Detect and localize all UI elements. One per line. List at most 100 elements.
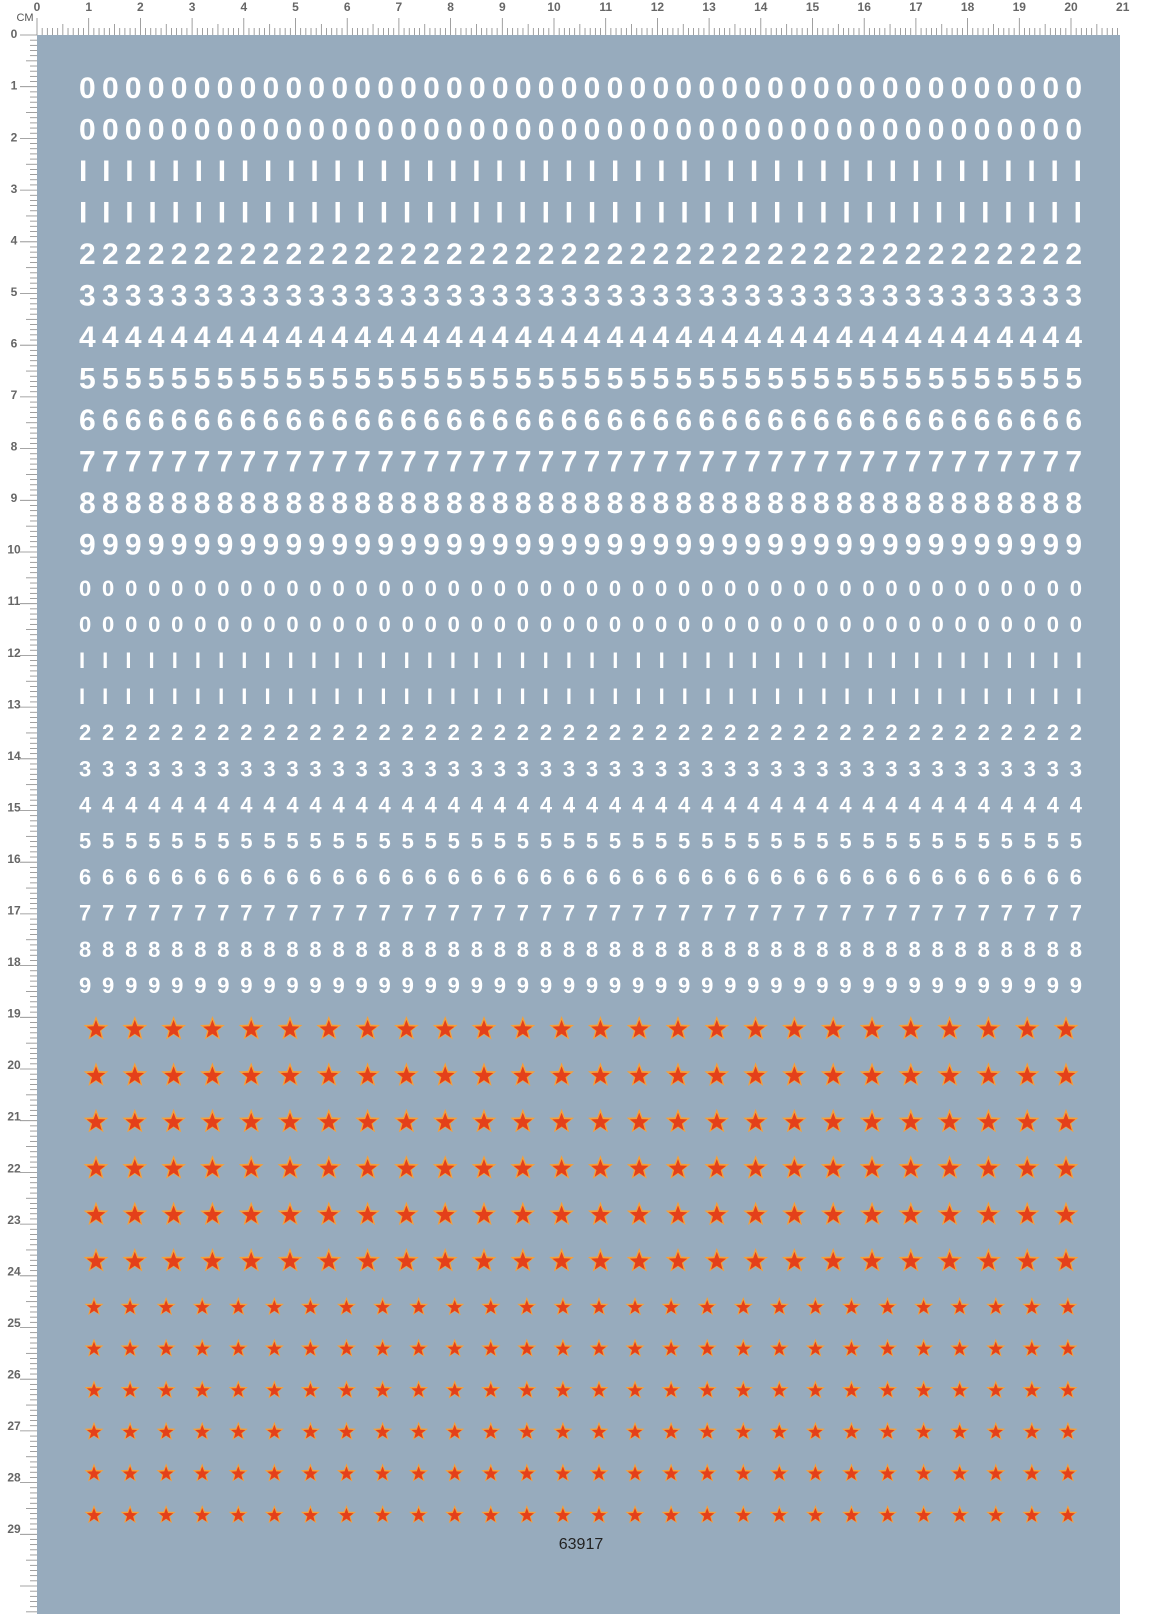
star xyxy=(435,1019,455,1038)
star xyxy=(483,1383,498,1397)
star xyxy=(772,1383,787,1397)
star xyxy=(736,1341,751,1356)
star xyxy=(267,1341,282,1356)
ruler-label: 0 xyxy=(34,0,41,14)
star xyxy=(591,1066,610,1084)
star xyxy=(629,1251,649,1270)
star xyxy=(1024,1466,1039,1480)
star xyxy=(447,1508,462,1522)
star xyxy=(1056,1066,1076,1084)
star xyxy=(979,1019,998,1038)
star xyxy=(375,1341,390,1356)
star xyxy=(823,1205,843,1224)
star xyxy=(916,1341,931,1356)
ruler-label: 6 xyxy=(344,0,351,14)
ruler-label: 1 xyxy=(11,79,18,93)
star xyxy=(823,1251,843,1270)
star xyxy=(591,1300,607,1314)
star xyxy=(411,1300,426,1314)
star xyxy=(772,1466,787,1480)
star xyxy=(700,1424,715,1439)
star xyxy=(823,1159,843,1177)
star xyxy=(668,1112,688,1131)
ruler-label: 19 xyxy=(1013,0,1027,14)
star xyxy=(988,1341,1003,1356)
star xyxy=(627,1466,643,1480)
star xyxy=(241,1019,261,1038)
star xyxy=(629,1112,649,1131)
star xyxy=(952,1383,967,1397)
star xyxy=(435,1159,455,1177)
star xyxy=(772,1424,787,1439)
star xyxy=(862,1112,882,1131)
star xyxy=(303,1466,318,1480)
star xyxy=(746,1159,765,1177)
star xyxy=(700,1383,715,1397)
star xyxy=(474,1112,494,1131)
star xyxy=(159,1424,174,1439)
star xyxy=(707,1159,727,1177)
ruler-label: 24 xyxy=(7,1264,21,1278)
star xyxy=(1060,1424,1075,1439)
star xyxy=(474,1159,494,1177)
star xyxy=(241,1112,261,1131)
star xyxy=(483,1466,498,1480)
star xyxy=(339,1508,354,1522)
ruler-label: 29 xyxy=(7,1522,21,1536)
star xyxy=(280,1159,300,1177)
ruler-label: 16 xyxy=(858,0,872,14)
star xyxy=(916,1300,931,1314)
star xyxy=(159,1508,174,1522)
star xyxy=(280,1205,300,1224)
star xyxy=(164,1159,183,1177)
star xyxy=(125,1019,145,1038)
star xyxy=(159,1300,174,1314)
star xyxy=(397,1066,416,1084)
star xyxy=(979,1066,998,1084)
star xyxy=(1024,1341,1039,1356)
star xyxy=(513,1205,533,1224)
ruler-label: 12 xyxy=(651,0,665,14)
star xyxy=(86,1205,106,1224)
star xyxy=(231,1466,246,1480)
star xyxy=(375,1424,390,1439)
star xyxy=(880,1341,895,1356)
sheet xyxy=(37,35,1120,1614)
star xyxy=(1060,1383,1075,1397)
star xyxy=(319,1112,339,1131)
star xyxy=(952,1466,967,1480)
star xyxy=(203,1159,222,1177)
star xyxy=(195,1466,210,1480)
star xyxy=(483,1300,498,1314)
ruler-label: 8 xyxy=(11,440,18,454)
star xyxy=(808,1424,823,1439)
star xyxy=(555,1508,570,1522)
star xyxy=(880,1508,895,1522)
star xyxy=(397,1112,416,1131)
star xyxy=(823,1066,843,1084)
star xyxy=(122,1424,138,1439)
ruler-label: 8 xyxy=(447,0,454,14)
star xyxy=(808,1341,823,1356)
ruler-unit: CM xyxy=(16,12,33,24)
star xyxy=(303,1341,318,1356)
star xyxy=(668,1019,688,1038)
star xyxy=(159,1341,174,1356)
star xyxy=(785,1159,804,1177)
star xyxy=(664,1508,679,1522)
star xyxy=(519,1341,534,1356)
star xyxy=(513,1159,533,1177)
ruler-label: 3 xyxy=(189,0,196,14)
star xyxy=(358,1066,377,1084)
star xyxy=(375,1508,390,1522)
star xyxy=(664,1424,679,1439)
ruler-label: 27 xyxy=(7,1419,21,1433)
star xyxy=(591,1205,610,1224)
star xyxy=(435,1251,455,1270)
star xyxy=(231,1508,246,1522)
star xyxy=(555,1466,570,1480)
star xyxy=(519,1508,534,1522)
star xyxy=(474,1251,494,1270)
star xyxy=(700,1300,715,1314)
